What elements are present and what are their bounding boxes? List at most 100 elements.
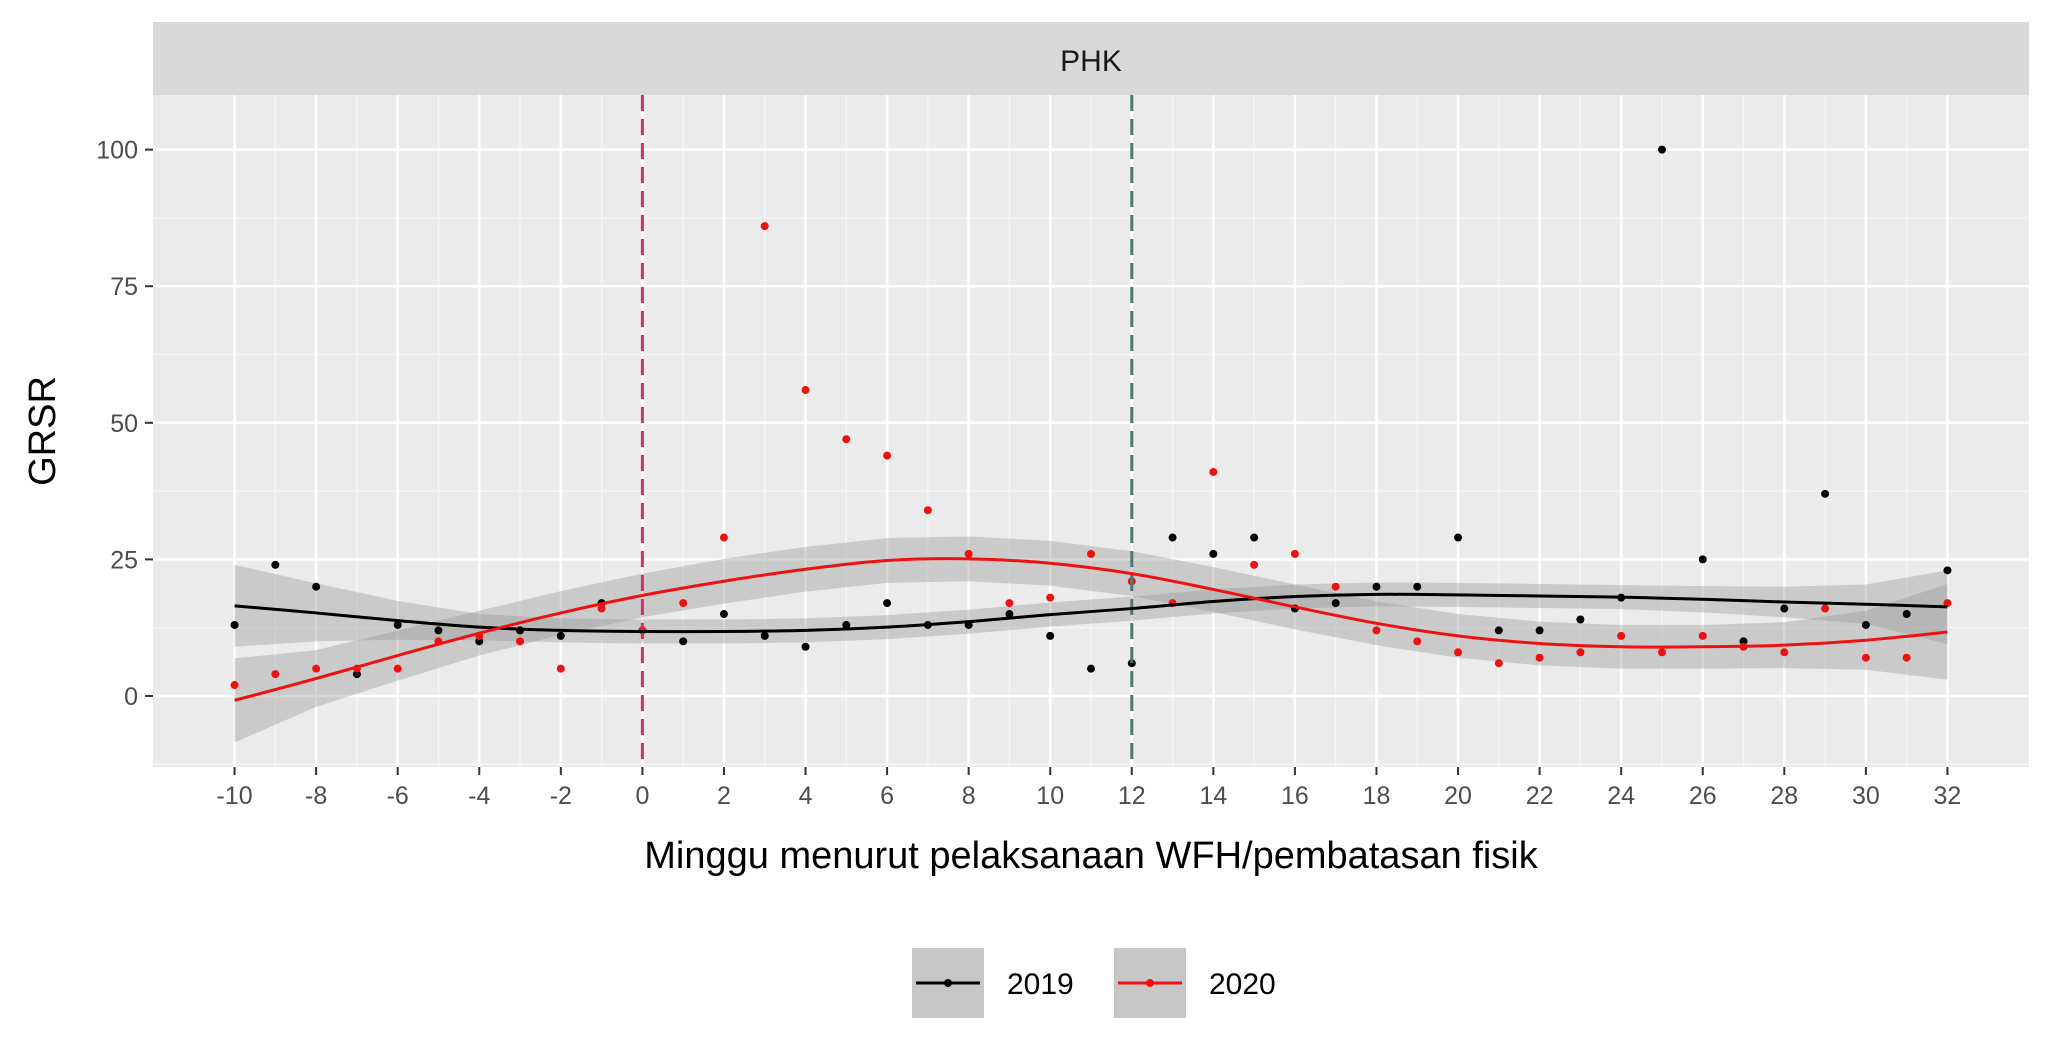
point-2020: [1494, 659, 1503, 668]
point-2020: [1209, 467, 1218, 476]
x-tick-label: -4: [468, 782, 490, 810]
x-tick-label: -8: [305, 782, 327, 810]
x-tick-label: 30: [1852, 782, 1880, 810]
reference-lines: [640, 95, 1134, 767]
point-2019: [1005, 610, 1014, 619]
point-2020: [556, 664, 565, 673]
y-tick-label: 0: [124, 683, 138, 711]
point-2019: [1861, 620, 1870, 629]
x-tick-label: -10: [216, 782, 252, 810]
x-tick-label: 12: [1118, 782, 1146, 810]
point-2020: [1046, 593, 1055, 602]
x-axis-title: Minggu menurut pelaksanaan WFH/pembatasa…: [644, 835, 1538, 877]
y-axis-title: GRSR: [22, 376, 64, 486]
facet-label: PHK: [1060, 45, 1122, 78]
point-2020: [964, 549, 973, 558]
point-2020: [1780, 648, 1789, 657]
x-tick-label: 0: [635, 782, 649, 810]
point-2019: [1087, 664, 1095, 673]
point-2019: [679, 637, 688, 646]
point-2020: [923, 506, 932, 515]
point-2020: [1413, 637, 1422, 646]
point-2020: [230, 681, 239, 690]
point-2019: [1331, 599, 1340, 608]
confidence-band-2019: [234, 564, 1948, 647]
confidence-band-2020: [234, 536, 1948, 743]
point-2019: [1454, 533, 1463, 542]
x-tick-label: 14: [1199, 782, 1227, 810]
facet-strip: [153, 22, 2029, 95]
x-axis: -10 -8 -6 -4 -2 0 2 4 6 8 10 12 14 16 18 20 22 24 26 28 30 32: [216, 767, 1961, 810]
point-2019: [1780, 604, 1789, 613]
point-2019: [271, 560, 280, 569]
point-2019: [434, 626, 443, 635]
x-tick-label: -6: [387, 782, 409, 810]
legend-item-2019: 2019: [912, 948, 1074, 1018]
point-2019: [883, 599, 892, 608]
point-2020: [1005, 599, 1014, 608]
x-tick-label: 28: [1770, 782, 1798, 810]
point-2020: [1617, 631, 1626, 640]
y-tick-label: 25: [110, 546, 138, 574]
y-tick-label: 100: [96, 137, 138, 165]
point-2020: [719, 533, 728, 542]
x-tick-label: 22: [1526, 782, 1554, 810]
y-axis: 0 25 50 75 100: [96, 137, 153, 711]
point-2019: [230, 620, 239, 629]
point-2020: [597, 604, 606, 613]
legend-label: 2019: [1007, 968, 1074, 1001]
point-2020: [1698, 631, 1707, 640]
point-2019: [1943, 566, 1952, 575]
smooth-line-2019: [234, 592, 1948, 634]
point-2019: [1821, 489, 1830, 498]
smooth-line-2020: [234, 557, 1948, 702]
point-2019: [393, 620, 402, 629]
x-tick-label: 32: [1934, 782, 1962, 810]
point-2020: [1576, 648, 1585, 657]
x-tick-label: 24: [1607, 782, 1635, 810]
y-tick-label: 75: [110, 273, 138, 301]
point-2019: [1698, 555, 1707, 564]
point-2020: [1372, 626, 1381, 635]
point-2019: [842, 620, 851, 629]
point-2019: [1046, 631, 1055, 640]
point-2020: [1943, 599, 1952, 608]
legend-item-2020: 2020: [1114, 948, 1276, 1018]
point-2019: [1127, 659, 1136, 668]
point-2019: [312, 582, 321, 591]
point-2019: [1413, 582, 1422, 591]
confidence-bands: [234, 536, 1948, 743]
point-2020: [883, 451, 892, 460]
x-tick-label: 2: [717, 782, 731, 810]
point-2019: [719, 610, 728, 619]
smooth-curves: [234, 557, 1948, 702]
point-2020: [312, 664, 321, 673]
point-2020: [801, 386, 810, 395]
legend-label: 2020: [1209, 968, 1276, 1001]
point-2019: [556, 631, 565, 640]
point-2019: [801, 642, 810, 651]
point-2020: [393, 664, 402, 673]
point-2020: [1535, 653, 1544, 662]
point-2020: [760, 222, 769, 231]
point-2020: [1821, 604, 1830, 613]
point-2019: [1168, 533, 1177, 542]
point-2020: [271, 670, 280, 679]
x-tick-label: 26: [1689, 782, 1717, 810]
point-2020: [1331, 582, 1340, 591]
x-tick-label: -2: [550, 782, 572, 810]
point-2020: [1861, 653, 1870, 662]
point-2019: [1209, 549, 1218, 558]
point-2020: [1087, 549, 1095, 558]
point-2019: [1372, 582, 1381, 591]
y-tick-label: 50: [110, 410, 138, 438]
legend-key-point: [944, 979, 952, 987]
point-2020: [1454, 648, 1463, 657]
point-2020: [1250, 560, 1259, 569]
point-2020: [679, 599, 688, 608]
x-tick-label: 10: [1036, 782, 1064, 810]
point-2019: [760, 631, 769, 640]
x-tick-label: 6: [880, 782, 894, 810]
point-2020: [1657, 648, 1666, 657]
